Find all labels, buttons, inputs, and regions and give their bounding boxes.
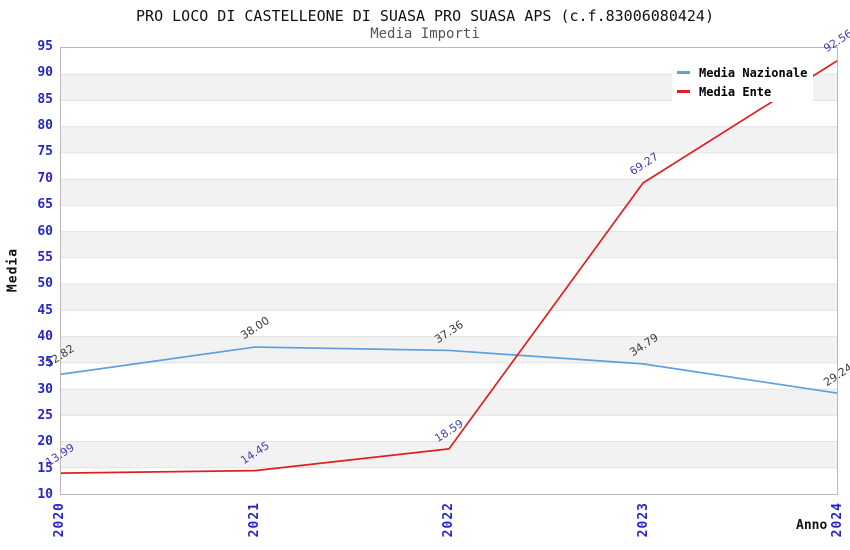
y-tick-label: 10 bbox=[37, 487, 53, 502]
x-tick-label: 2020 bbox=[52, 502, 67, 538]
chart-title: PRO LOCO DI CASTELLEONE DI SUASA PRO SUA… bbox=[136, 7, 714, 25]
y-tick-label: 40 bbox=[37, 328, 53, 344]
media-ente-line-swatch-icon bbox=[677, 90, 690, 93]
legend-label: Media Nazionale bbox=[699, 65, 808, 80]
y-tick-label: 85 bbox=[37, 91, 53, 107]
legend-item-media-nazionale: Media Nazionale bbox=[677, 63, 813, 82]
legend: Media Nazionale Media Ente bbox=[672, 55, 813, 102]
media-nazionale-line-swatch-icon bbox=[677, 71, 690, 74]
plot-area bbox=[60, 47, 838, 495]
y-tick-label: 25 bbox=[37, 407, 53, 423]
x-tick-label: 2023 bbox=[635, 502, 651, 538]
band-stripe bbox=[61, 284, 837, 311]
y-tick-label: 70 bbox=[37, 170, 53, 186]
y-tick-label: 35 bbox=[37, 355, 53, 371]
band-stripe bbox=[61, 126, 837, 153]
y-axis-title: Media bbox=[5, 247, 21, 293]
y-tick-label: 15 bbox=[37, 460, 53, 476]
y-tick-label: 20 bbox=[37, 434, 53, 450]
series-line-1 bbox=[61, 60, 837, 474]
band-stripe bbox=[61, 231, 837, 258]
y-tick-label: 75 bbox=[37, 144, 53, 160]
band-stripe bbox=[61, 441, 837, 468]
y-tick-label: 30 bbox=[37, 381, 53, 397]
y-tick-label: 50 bbox=[37, 276, 53, 292]
y-tick-label: 95 bbox=[37, 39, 53, 54]
x-tick-label: 2024 bbox=[830, 502, 845, 538]
y-tick-label: 65 bbox=[37, 197, 53, 213]
band-stripe bbox=[61, 179, 837, 206]
legend-label: Media Ente bbox=[699, 84, 772, 99]
y-tick-label: 80 bbox=[37, 118, 53, 134]
y-tick-label: 90 bbox=[37, 65, 53, 81]
chart-subtitle: Media Importi bbox=[370, 26, 480, 42]
legend-item-media-ente: Media Ente bbox=[677, 82, 813, 101]
band-stripe bbox=[61, 389, 837, 416]
y-tick-label: 45 bbox=[37, 302, 53, 318]
y-tick-label: 55 bbox=[37, 249, 53, 265]
y-tick-label: 60 bbox=[37, 223, 53, 239]
x-tick-label: 2021 bbox=[246, 502, 262, 538]
x-tick-label: 2022 bbox=[441, 502, 456, 538]
series-line-0 bbox=[61, 346, 837, 394]
plot-canvas bbox=[61, 60, 837, 474]
x-axis-title: Anno bbox=[796, 518, 828, 533]
